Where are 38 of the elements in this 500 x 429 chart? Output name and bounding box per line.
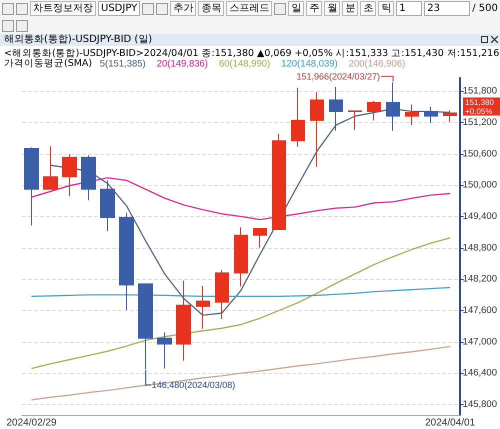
x-tick-label: 2024/04/01	[425, 418, 476, 428]
y-tick-label: 149,400	[462, 210, 498, 222]
annotation: 151,966(2024/03/27)	[296, 71, 380, 82]
y-tick-label: 151,200	[462, 116, 498, 128]
annotation: 146,480(2024/03/08)	[152, 380, 236, 390]
x-tick-label: 2024/02/29	[6, 418, 57, 428]
text: 월	[324, 1, 340, 16]
text: 분	[342, 1, 358, 16]
y-tick-label: 148,800	[462, 242, 498, 254]
text: 20(149,836)	[156, 58, 208, 70]
text: 스프레드	[226, 1, 272, 16]
y-tick-label: 145,800	[462, 399, 498, 410]
y-tick-label: 146,400	[462, 368, 498, 379]
text: 초	[360, 1, 376, 16]
chart-title: 해외통화(통합)-USDJPY-BID (일)	[4, 34, 152, 45]
text: 종목	[198, 1, 224, 16]
text: 23	[424, 1, 470, 16]
text: 일	[288, 1, 304, 16]
y-tick-label: 147,000	[462, 336, 498, 348]
y-tick-label: 150,600	[462, 148, 498, 160]
y-tick-label: 150,000	[462, 180, 498, 191]
text: USDJPY	[98, 1, 140, 16]
y-tick-label: 148,200	[462, 274, 498, 285]
text: 차트정보저장	[30, 1, 96, 16]
chart-subtitle: <해외통화(통합)-USDJPY-BID>2024/04/01 종:151,380 ▲0,069 +0,05% 시:151,333 고:151,430 저:151,216	[4, 47, 500, 59]
y-tick-label: 147,600	[462, 305, 498, 316]
legend-title: 가격이동평균(SMA)	[4, 58, 92, 70]
text: / 500	[472, 3, 498, 14]
y-tick-label: 151,800	[462, 86, 498, 97]
text: 60(148,990)	[218, 58, 270, 70]
text: 틱	[378, 1, 394, 16]
text: 추가	[170, 1, 196, 16]
text: 5(151,385)	[100, 58, 146, 70]
text: 151,380 +0,05%	[465, 98, 494, 116]
text: 주	[306, 1, 322, 16]
text: 1	[396, 1, 422, 16]
text: 120(148,039)	[281, 58, 338, 70]
text: 200(146,906)	[348, 58, 406, 70]
